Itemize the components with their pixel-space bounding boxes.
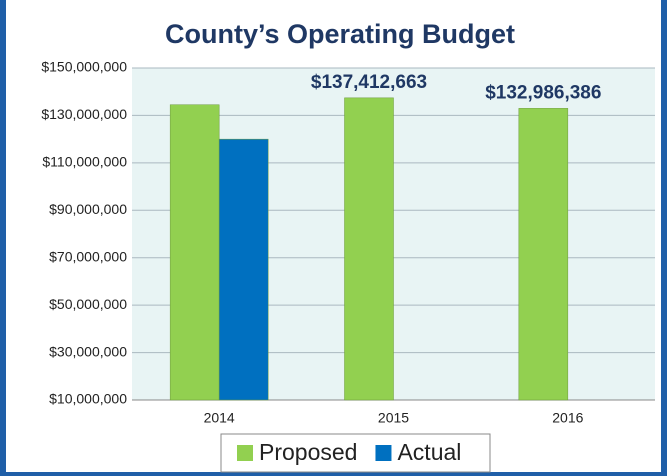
bar: [344, 97, 394, 401]
legend-swatch: [237, 445, 253, 461]
y-tick-label: $70,000,000: [49, 248, 127, 264]
x-tick-label: 2014: [204, 410, 235, 426]
legend-label: Actual: [397, 439, 461, 465]
y-tick-label: $90,000,000: [49, 201, 127, 217]
legend-box: [220, 433, 491, 473]
y-tick-label: $110,000,000: [42, 154, 127, 170]
legend-swatch: [375, 445, 392, 461]
legend-label: Proposed: [259, 439, 357, 465]
x-tick-label: 2016: [552, 410, 583, 426]
y-tick-label: $130,000,000: [41, 106, 127, 122]
y-tick-label: $150,000,000: [41, 59, 127, 75]
data-label: $137,412,663: [311, 72, 427, 93]
x-tick-label: 2015: [378, 410, 409, 426]
bar: [518, 108, 569, 401]
data-label: $132,986,386: [485, 82, 601, 103]
y-tick-label: $10,000,000: [49, 391, 127, 407]
y-tick-label: $50,000,000: [49, 296, 127, 312]
chart-title: County’s Operating Budget: [165, 19, 515, 49]
y-tick-label: $30,000,000: [49, 343, 127, 359]
bar: [169, 104, 220, 401]
bar: [218, 138, 269, 401]
